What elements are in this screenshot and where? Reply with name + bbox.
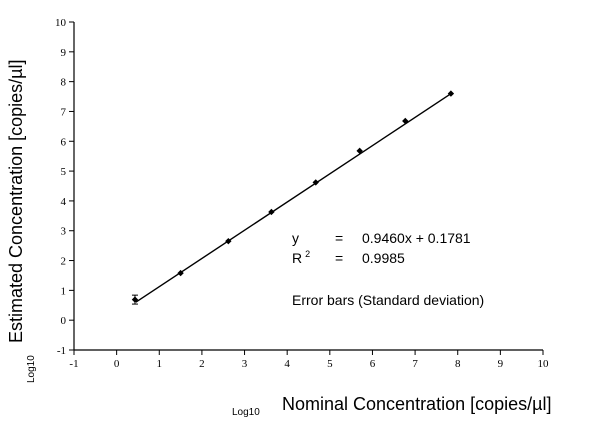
y-tick-label: 8 xyxy=(61,77,67,89)
data-point xyxy=(225,237,232,245)
x-tick-label: 8 xyxy=(455,358,461,370)
y-tick-label: 6 xyxy=(61,136,67,148)
equation-y-label: y xyxy=(292,230,299,246)
x-tick-label: 3 xyxy=(242,358,248,370)
data-point xyxy=(312,179,319,186)
y-axis-title: Estimated Concentration [copies/µl] xyxy=(6,59,26,343)
x-tick-label: 5 xyxy=(327,358,333,370)
data-point xyxy=(131,296,139,303)
x-axis-log-prefix: Log10 xyxy=(232,407,260,418)
equation-r2-equals: = xyxy=(335,250,343,266)
x-tick-label: 9 xyxy=(498,358,504,370)
equation-y-equals: = xyxy=(335,230,343,246)
y-tick-label: 0 xyxy=(61,315,67,327)
y-tick-label: 9 xyxy=(61,47,67,59)
y-tick-label: 1 xyxy=(61,285,67,297)
y-tick-label: 7 xyxy=(61,106,67,118)
equation-r2-value: 0.9985 xyxy=(362,250,405,266)
x-axis-title: Nominal Concentration [copies/µl] xyxy=(282,394,552,414)
x-tick-label: -1 xyxy=(69,358,78,370)
y-tick-label: 5 xyxy=(61,166,67,178)
data-point xyxy=(447,90,455,97)
ticks: -1 0 1 2 3 4 5 6 7 8 9 10 -1 0 1 2 3 4 5 6 7 8 9 10 xyxy=(55,17,549,370)
x-tick-label: 10 xyxy=(538,358,550,370)
data-point xyxy=(356,147,363,155)
data-point xyxy=(402,117,409,125)
data-point xyxy=(268,208,275,216)
y-tick-label: 3 xyxy=(61,226,67,238)
fit-line xyxy=(135,93,452,303)
x-tick-label: 4 xyxy=(284,358,290,370)
axes xyxy=(73,22,543,351)
data-point xyxy=(177,269,184,277)
y-tick-label: 2 xyxy=(61,256,67,268)
x-tick-label: 2 xyxy=(199,358,205,370)
r2-base: R xyxy=(292,250,302,266)
x-tick-label: 6 xyxy=(370,358,376,370)
error-bars-note: Error bars (Standard deviation) xyxy=(292,292,484,308)
y-tick-label: -1 xyxy=(57,345,66,357)
y-tick-label: 10 xyxy=(55,17,67,29)
fit-line-group xyxy=(135,93,452,303)
x-tick-label: 0 xyxy=(114,358,120,370)
x-tick-label: 7 xyxy=(412,358,418,370)
data-points xyxy=(131,90,455,305)
r2-superscript: 2 xyxy=(305,249,310,259)
y-tick-label: 4 xyxy=(61,196,67,208)
y-axis-log-prefix: Log10 xyxy=(26,355,37,383)
equation-y-value: 0.9460x + 0.1781 xyxy=(362,230,471,246)
x-tick-label: 1 xyxy=(157,358,163,370)
